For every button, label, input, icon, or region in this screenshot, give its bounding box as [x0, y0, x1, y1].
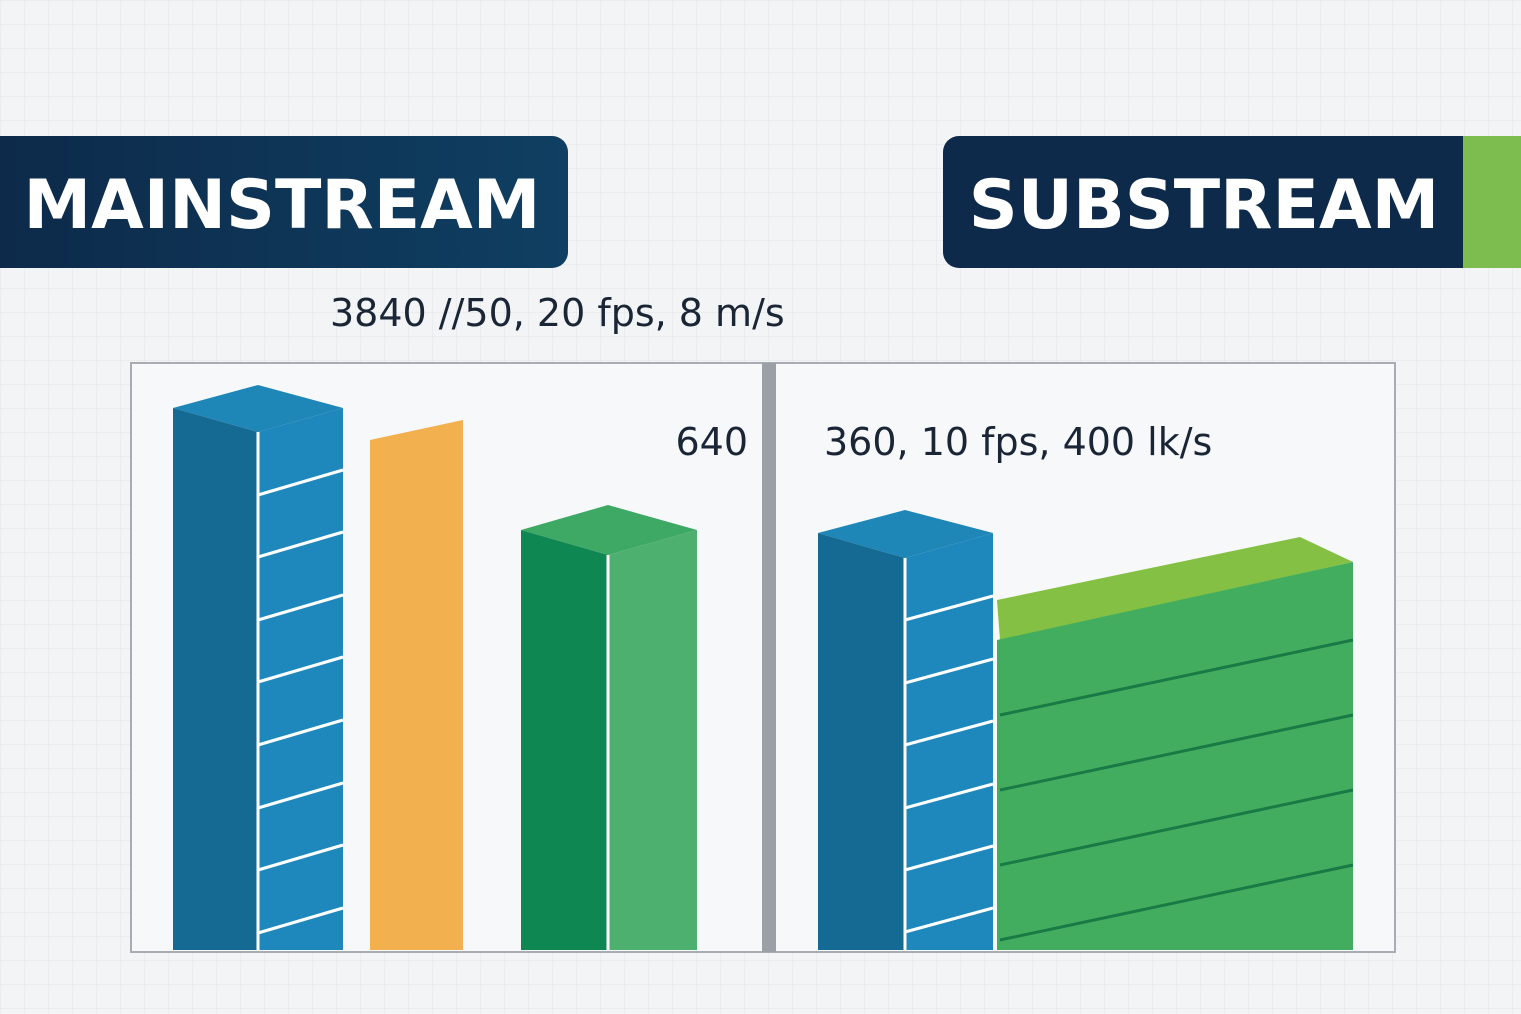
heading: MAINSTREAM [24, 166, 541, 245]
bar-stripes [903, 558, 994, 950]
bar-top [818, 510, 993, 558]
bar-front [905, 533, 993, 950]
bar-top [997, 537, 1353, 640]
bar-front [258, 408, 343, 950]
bar-side [521, 530, 608, 950]
bar-side [173, 408, 258, 950]
bar-top [173, 385, 343, 432]
bar-side [818, 533, 905, 950]
spec-label: 360, 10 fps, 400 lk/s [824, 420, 1212, 464]
divider [762, 363, 776, 952]
bar-front [608, 530, 697, 950]
banner [0, 136, 568, 268]
bar-stripes [999, 638, 1354, 942]
bar [370, 420, 463, 950]
heading: SUBSTREAM [969, 166, 1440, 245]
spec-label: 3840 //50, 20 fps, 8 m/s [330, 291, 785, 335]
banner [943, 136, 1521, 268]
spec-label: 640 [675, 420, 748, 464]
accent-strip [1463, 136, 1521, 268]
bar-stripes [256, 432, 344, 950]
bar-top [521, 505, 697, 555]
